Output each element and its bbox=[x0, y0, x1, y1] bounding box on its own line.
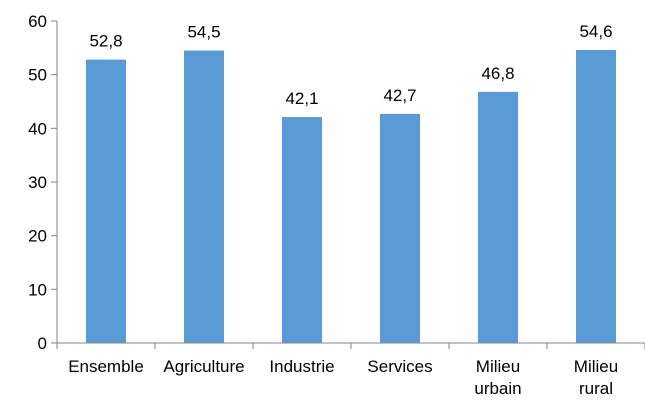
y-axis-ticks: 0 10 20 30 40 50 60 bbox=[28, 12, 57, 353]
y-tick-label: 60 bbox=[28, 12, 47, 31]
value-label: 54,5 bbox=[187, 23, 220, 42]
bar bbox=[576, 49, 616, 343]
bar bbox=[282, 117, 322, 344]
value-label: 46,8 bbox=[481, 64, 514, 83]
category-label: Agriculture bbox=[163, 357, 244, 376]
value-labels: 52,8 54,5 42,1 42,7 46,8 54,6 bbox=[89, 22, 612, 108]
category-label: urbain bbox=[474, 379, 521, 398]
bar bbox=[86, 59, 126, 343]
category-labels: Ensemble Agriculture Industrie Services Mili… bbox=[68, 343, 645, 398]
category-label: Ensemble bbox=[68, 357, 144, 376]
bar bbox=[478, 91, 518, 343]
y-tick-label: 20 bbox=[28, 227, 47, 246]
y-tick-label: 50 bbox=[28, 66, 47, 85]
bars bbox=[86, 49, 616, 344]
y-tick-label: 0 bbox=[38, 334, 47, 353]
y-tick-label: 30 bbox=[28, 173, 47, 192]
category-label: Services bbox=[367, 357, 432, 376]
bar bbox=[380, 113, 420, 344]
value-label: 42,7 bbox=[383, 86, 416, 105]
value-label: 52,8 bbox=[89, 32, 122, 51]
axes bbox=[56, 21, 645, 349]
value-label: 42,1 bbox=[285, 89, 318, 108]
y-tick-label: 40 bbox=[28, 119, 47, 138]
bar bbox=[184, 50, 224, 344]
category-label: Industrie bbox=[269, 357, 334, 376]
y-tick-label: 10 bbox=[28, 280, 47, 299]
category-label: Milieu bbox=[476, 357, 520, 376]
category-label: Milieu bbox=[574, 357, 618, 376]
value-label: 54,6 bbox=[579, 22, 612, 41]
category-label: rural bbox=[579, 379, 613, 398]
